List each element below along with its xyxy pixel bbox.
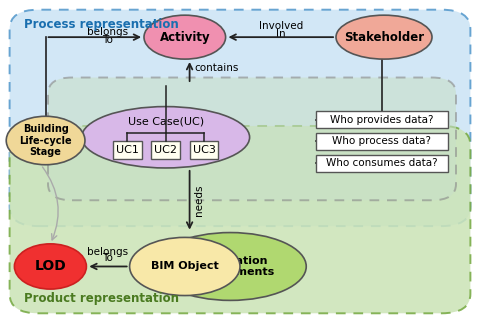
- Text: LOD: LOD: [35, 259, 66, 274]
- FancyBboxPatch shape: [316, 111, 447, 128]
- Text: UC1: UC1: [116, 145, 139, 155]
- Text: Use Case(UC): Use Case(UC): [128, 117, 204, 127]
- Text: Information
Requirements: Information Requirements: [187, 256, 274, 277]
- Text: belongs: belongs: [87, 247, 129, 257]
- Text: Product representation: Product representation: [24, 292, 179, 305]
- Text: UC2: UC2: [154, 145, 177, 155]
- Ellipse shape: [155, 233, 306, 300]
- Text: BIM Object: BIM Object: [151, 262, 219, 271]
- Text: To: To: [103, 253, 113, 263]
- Text: Who consumes data?: Who consumes data?: [326, 159, 437, 168]
- Text: In: In: [276, 29, 286, 39]
- FancyBboxPatch shape: [10, 10, 470, 226]
- Text: Involved: Involved: [259, 21, 303, 31]
- FancyBboxPatch shape: [316, 133, 447, 150]
- Ellipse shape: [82, 107, 250, 168]
- Ellipse shape: [144, 15, 226, 59]
- Text: needs: needs: [194, 184, 204, 216]
- Ellipse shape: [6, 116, 85, 165]
- FancyBboxPatch shape: [316, 155, 447, 172]
- Text: Building
Life-cycle
Stage: Building Life-cycle Stage: [19, 124, 72, 157]
- Text: To: To: [103, 35, 113, 45]
- Text: Activity: Activity: [159, 31, 210, 44]
- Text: Who provides data?: Who provides data?: [330, 115, 433, 124]
- Ellipse shape: [130, 237, 240, 296]
- Ellipse shape: [336, 15, 432, 59]
- Text: Process representation: Process representation: [24, 18, 179, 31]
- Text: UC3: UC3: [192, 145, 216, 155]
- FancyArrowPatch shape: [42, 167, 58, 240]
- Text: Who process data?: Who process data?: [332, 137, 431, 146]
- FancyBboxPatch shape: [113, 141, 142, 159]
- FancyBboxPatch shape: [151, 141, 180, 159]
- FancyBboxPatch shape: [190, 141, 218, 159]
- FancyBboxPatch shape: [10, 126, 470, 313]
- Text: contains: contains: [194, 63, 239, 73]
- Ellipse shape: [14, 244, 86, 289]
- Text: belongs: belongs: [87, 27, 129, 37]
- FancyBboxPatch shape: [48, 78, 456, 200]
- Text: Stakeholder: Stakeholder: [344, 31, 424, 44]
